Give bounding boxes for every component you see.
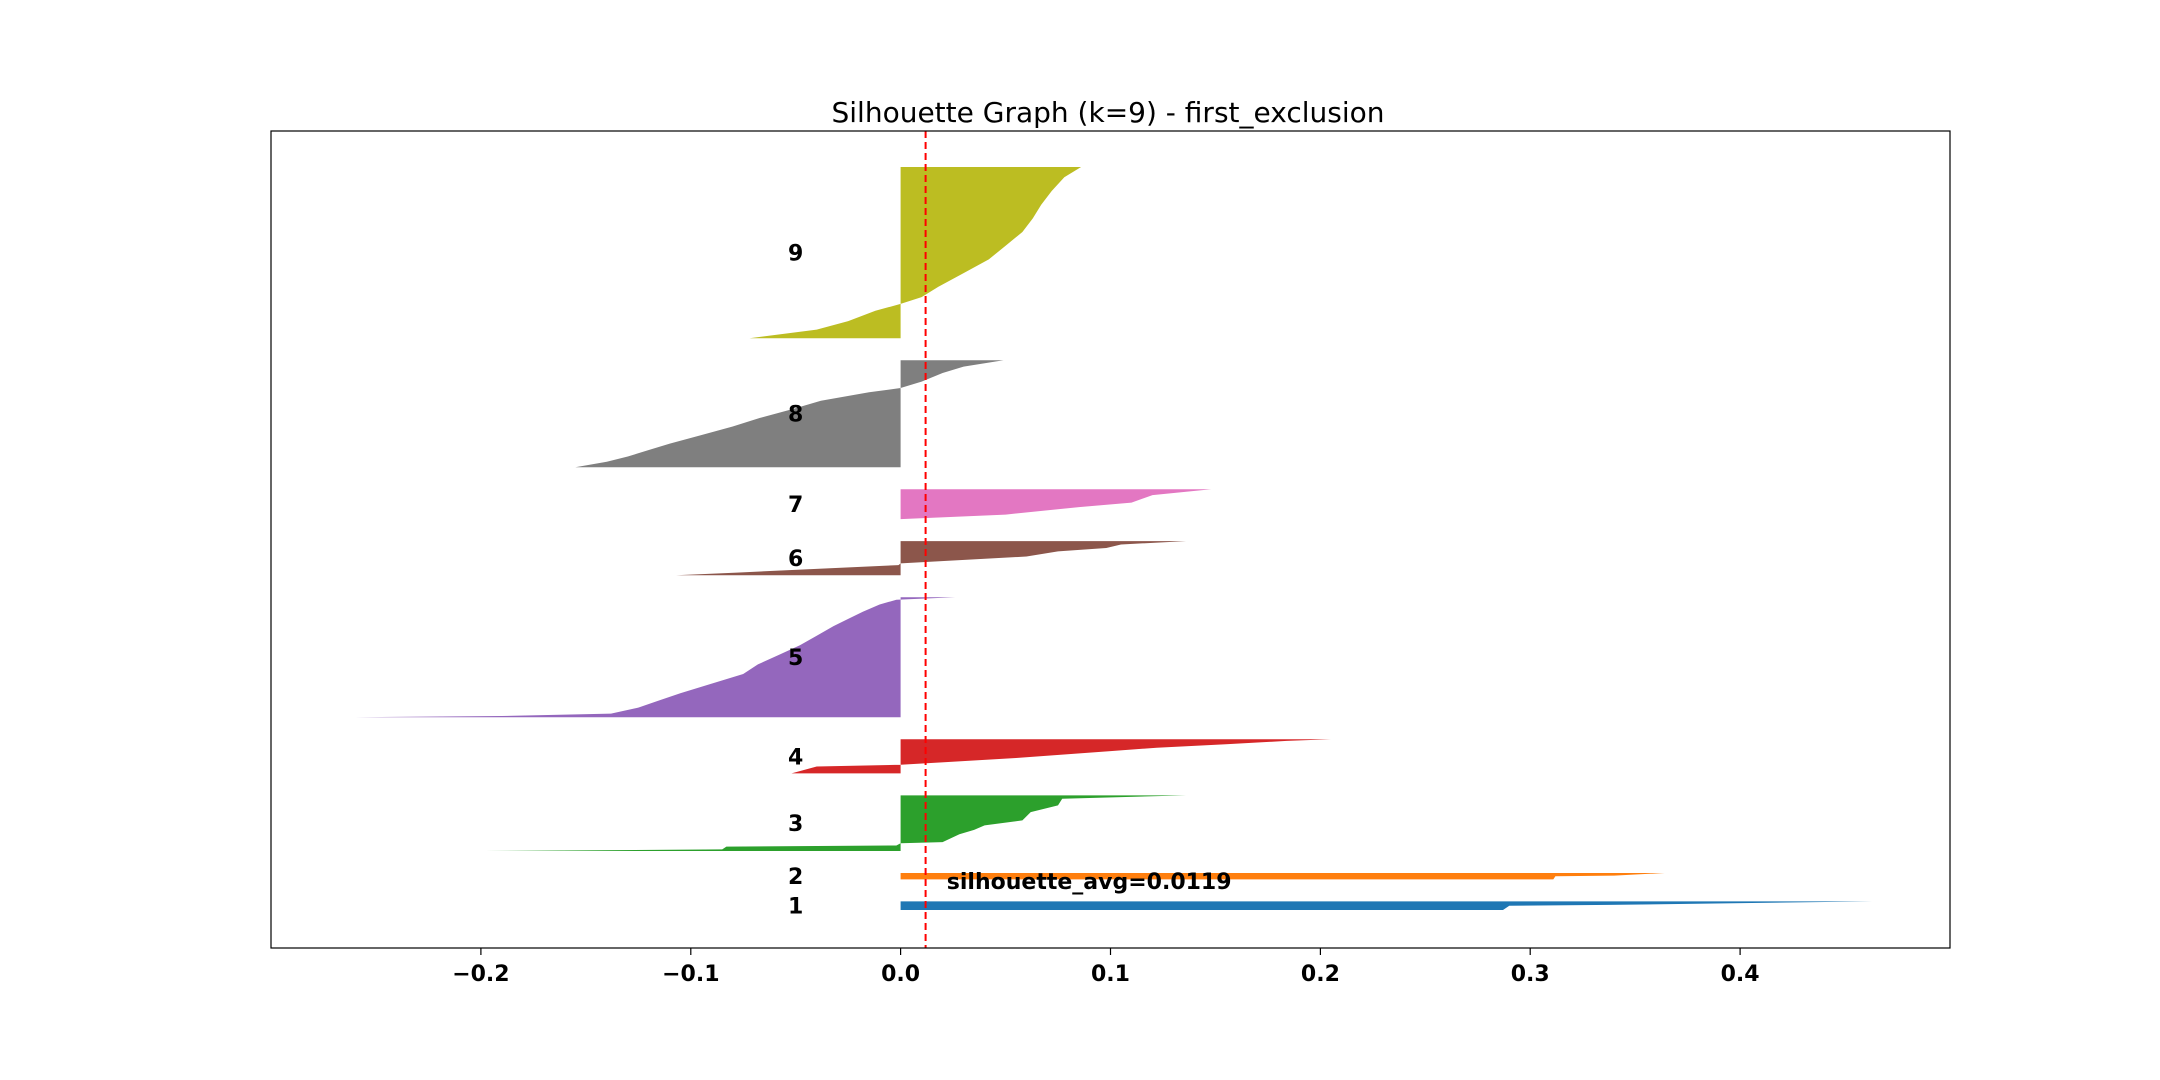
cluster-5-silhouette	[354, 597, 956, 718]
cluster-label-8: 8	[788, 403, 803, 428]
cluster-9-silhouette	[749, 167, 1082, 339]
silhouette-avg-label: silhouette_avg=0.0119	[947, 870, 1232, 895]
cluster-8-silhouette	[575, 360, 1004, 468]
cluster-3-silhouette	[485, 795, 1187, 851]
cluster-7-silhouette	[900, 489, 1212, 520]
cluster-label-4: 4	[788, 745, 803, 770]
plot-area: 1 2 3 4 5 6 7 8 9 silhouette_avg=0.0119	[354, 131, 1873, 948]
cluster-label-1: 1	[788, 895, 803, 920]
cluster-label-5: 5	[788, 646, 803, 671]
chart-title: Silhouette Graph (k=9) - first_exclusion	[832, 96, 1385, 129]
plot-frame	[270, 130, 1951, 949]
x-axis: −0.2 −0.1 0.0 0.1 0.2 0.3 0.4	[452, 948, 1760, 987]
x-tick-label: 0.4	[1721, 962, 1760, 987]
cluster-label-3: 3	[788, 812, 803, 837]
x-tick-label: −0.1	[662, 962, 719, 987]
cluster-label-7: 7	[788, 493, 803, 518]
x-tick-label: −0.2	[452, 962, 509, 987]
cluster-4-silhouette	[791, 739, 1331, 774]
cluster-6-silhouette	[676, 541, 1187, 576]
cluster-label-9: 9	[788, 242, 803, 267]
cluster-label-2: 2	[788, 865, 803, 890]
x-tick-label: 0.0	[881, 962, 920, 987]
cluster-label-6: 6	[788, 547, 803, 572]
x-tick-label: 0.3	[1511, 962, 1550, 987]
x-tick-label: 0.2	[1301, 962, 1340, 987]
cluster-2-silhouette	[900, 873, 1665, 880]
x-tick-label: 0.1	[1091, 962, 1130, 987]
cluster-1-silhouette	[900, 901, 1873, 910]
